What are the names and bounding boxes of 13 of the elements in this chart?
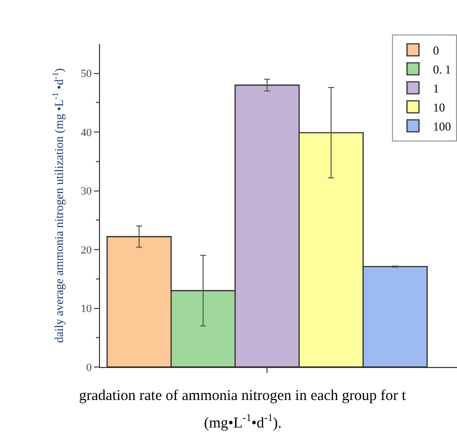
legend-label: 10 xyxy=(433,100,445,114)
y-tick-label: 10 xyxy=(80,303,92,316)
text: (mg•L$^{-1}$•d$^{-1}$). xyxy=(204,413,282,432)
legend-label: 0. 1 xyxy=(433,62,451,76)
legend-label: 100 xyxy=(433,119,451,134)
y-tick-label: 30 xyxy=(80,186,92,198)
y-tick-label: 20 xyxy=(80,244,92,256)
y-tick-label: 0 xyxy=(86,362,92,374)
y-tick-label: 40 xyxy=(80,126,92,139)
legend-label: 0 xyxy=(433,43,439,58)
text: gradation rate of ammonia nitrogen in each group for t xyxy=(79,388,407,404)
y-tick-label: 50 xyxy=(80,68,92,80)
legend-label: 1 xyxy=(433,81,439,96)
